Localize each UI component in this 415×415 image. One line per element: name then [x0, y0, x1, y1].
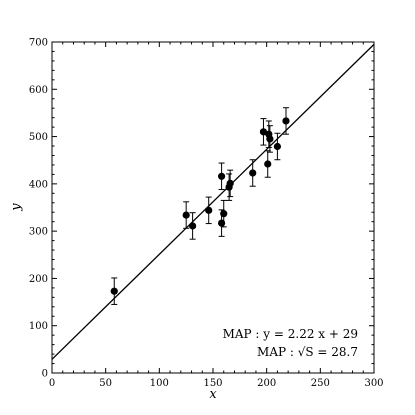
point-marker [264, 160, 272, 168]
point-marker [217, 172, 226, 180]
x-tick-label: 250 [311, 378, 330, 389]
data-point [189, 212, 197, 240]
fit-line [51, 43, 375, 360]
data-point [273, 132, 281, 161]
data-point [282, 107, 290, 135]
annotation-fit-equation: MAP : y = 2.22 x + 29 [223, 327, 358, 341]
data-points [110, 107, 290, 305]
point-marker [220, 210, 228, 218]
y-tick-label: 600 [29, 85, 48, 96]
data-point [264, 150, 272, 178]
x-tick-label: 50 [99, 378, 112, 389]
axis-ticks [51, 41, 375, 374]
tick-labels: 0 50 100 150 200 250 300 0 100 200 300 400 500 600 700 [29, 38, 384, 390]
y-tick-label: 100 [29, 321, 48, 332]
point-marker [110, 287, 118, 295]
data-point [259, 118, 268, 146]
y-tick-label: 200 [29, 274, 48, 285]
x-tick-label: 300 [364, 378, 383, 389]
data-point [226, 169, 234, 198]
x-tick-label: 150 [203, 378, 222, 389]
data-point [217, 162, 226, 191]
point-marker [259, 128, 268, 136]
data-point [266, 125, 274, 153]
x-axis-label: x [209, 387, 217, 402]
data-point [110, 277, 118, 305]
point-marker [282, 117, 290, 125]
annotation-sqrt-s: MAP : √S = 28.7 [257, 345, 358, 359]
data-point [220, 199, 228, 228]
point-marker [189, 222, 197, 230]
y-tick-label: 700 [29, 38, 48, 49]
data-point [249, 159, 257, 187]
point-marker [226, 179, 234, 187]
y-tick-label: 300 [29, 227, 48, 238]
data-point [265, 120, 273, 148]
point-marker [249, 169, 257, 177]
point-marker [266, 135, 274, 143]
data-point [205, 196, 213, 225]
point-marker [182, 211, 190, 219]
point-marker [205, 206, 213, 214]
y-axis-label: y [9, 203, 24, 212]
x-tick-label: 0 [49, 378, 55, 389]
x-tick-label: 200 [257, 378, 276, 389]
y-tick-label: 400 [29, 179, 48, 190]
y-tick-label: 500 [29, 132, 48, 143]
x-tick-label: 100 [150, 378, 169, 389]
data-point [182, 201, 190, 229]
point-marker [273, 142, 281, 151]
y-tick-label: 0 [42, 369, 48, 380]
